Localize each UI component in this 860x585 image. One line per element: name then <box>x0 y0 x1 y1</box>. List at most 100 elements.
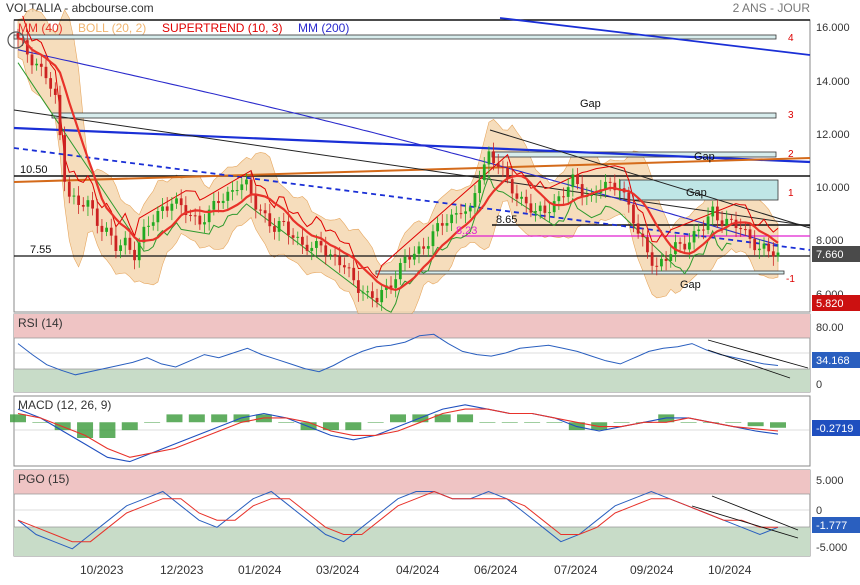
rsi-last-badge <box>812 352 860 368</box>
candle-body <box>562 196 565 198</box>
candle-body <box>133 249 136 261</box>
candle-body <box>408 256 412 260</box>
macd-histogram-bar <box>524 422 541 423</box>
gap-number-1: 1 <box>788 188 794 199</box>
candle-body <box>576 174 579 185</box>
candle-body <box>95 208 99 226</box>
last-price-badge <box>812 246 860 262</box>
macd-panel-frame <box>13 395 811 467</box>
pgo-line <box>17 490 779 550</box>
candle-body <box>748 229 752 239</box>
candle-body <box>431 231 435 247</box>
candle-body <box>762 243 766 249</box>
candle-body <box>254 194 258 210</box>
candle-body <box>482 164 486 181</box>
candle-body <box>356 280 360 293</box>
trendline-blue-dashed <box>13 147 811 251</box>
candle-body <box>468 207 472 212</box>
candle-body <box>203 222 206 225</box>
candle-body <box>53 88 57 95</box>
candle-body <box>217 201 220 204</box>
candle-body <box>63 135 67 182</box>
candle-body <box>301 236 304 245</box>
price-legend: MM (40) BOLL (20, 2) SUPERTREND (10, 3) … <box>18 21 349 35</box>
candle-body <box>338 256 342 266</box>
candle-body <box>613 182 617 191</box>
candle-body <box>333 254 337 257</box>
macd-histogram-bar <box>345 422 362 431</box>
gap-number-4: 4 <box>788 33 794 44</box>
candle-body <box>566 187 570 197</box>
pgo-last-badge <box>812 517 860 533</box>
pgo-panel: PGO (15) 5.000 0 -5.000 -1.777 <box>13 469 860 557</box>
macd-histogram-bar <box>390 414 406 423</box>
candle-body <box>650 252 654 266</box>
macd-histogram-bar <box>99 422 116 438</box>
legend-bollinger: BOLL (20, 2) <box>78 21 146 35</box>
mm200-line <box>17 49 779 246</box>
candle-body <box>389 285 393 288</box>
candle-body <box>221 200 225 204</box>
candle-body <box>370 291 374 298</box>
candle-body <box>715 206 719 221</box>
candle-body <box>347 267 351 269</box>
candle-body <box>473 193 477 208</box>
candle-body <box>450 214 454 224</box>
candlestick-series <box>16 28 780 311</box>
candle-body <box>720 220 724 227</box>
candle-body <box>492 151 495 164</box>
candle-body <box>179 198 183 206</box>
candle-body <box>515 193 519 199</box>
candle-body <box>757 248 761 251</box>
candle-body <box>380 289 384 303</box>
candle-body <box>49 78 53 89</box>
level-label-7-55: 7.55 <box>30 244 51 256</box>
x-tick: 01/2024 <box>238 563 282 577</box>
candle-body <box>394 279 398 288</box>
candle-body <box>263 210 267 214</box>
candle-body <box>193 215 197 217</box>
candle-body <box>329 254 332 256</box>
candle-body <box>753 238 757 251</box>
candle-body <box>398 262 402 280</box>
macd-signal-line <box>17 408 779 458</box>
macd-histogram-bar <box>434 414 451 423</box>
candle-body <box>739 228 743 230</box>
legend-mm200: MM (200) <box>298 21 349 35</box>
chart-period: 2 ANS - JOUR <box>733 1 811 15</box>
candle-body <box>664 258 668 261</box>
supertrend-badge <box>812 295 860 311</box>
gap-number-3: 3 <box>788 110 794 121</box>
trendline-blue-top <box>499 17 811 56</box>
candle-body <box>366 291 370 293</box>
candle-body <box>114 235 118 252</box>
candle-body <box>445 223 449 226</box>
candle-body <box>268 213 272 227</box>
marker-circle <box>7 31 25 49</box>
price-tick: 8.000 <box>816 235 844 247</box>
candle-body <box>660 258 663 267</box>
candle-body <box>319 241 323 246</box>
level-label-10-50: 10.50 <box>20 164 48 176</box>
candle-body <box>315 241 318 248</box>
macd-histogram-bar <box>770 422 786 428</box>
candle-body <box>296 236 300 238</box>
macd-histogram-bar <box>725 422 742 423</box>
candle-body <box>161 206 164 212</box>
rsi-tick: 80.00 <box>816 322 844 334</box>
candle-body <box>729 218 733 220</box>
candle-body <box>426 246 430 249</box>
macd-last-value: -0.2719 <box>816 423 853 435</box>
candle-body <box>25 40 29 55</box>
candle-body <box>403 256 407 263</box>
x-tick: 07/2024 <box>554 563 598 577</box>
candle-body <box>142 226 146 243</box>
candle-body <box>692 231 696 243</box>
last-price-value: 7.660 <box>816 249 844 261</box>
candle-body <box>436 223 440 232</box>
candle-body <box>646 237 649 253</box>
macd-histogram-bar <box>32 422 49 423</box>
candle-body <box>529 203 533 213</box>
